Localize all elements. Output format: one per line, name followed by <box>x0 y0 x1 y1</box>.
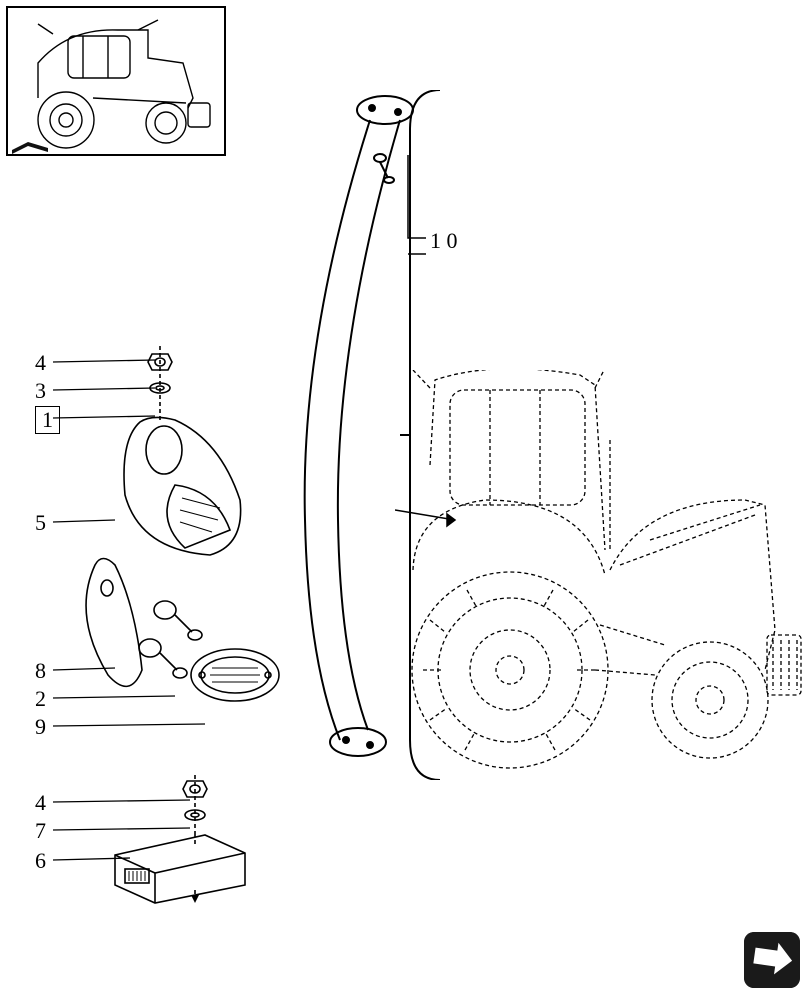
callout-label-4: 4 <box>35 350 46 376</box>
callout-label-7: 7 <box>35 818 46 844</box>
callout-label-4: 4 <box>35 790 46 816</box>
parts-cluster <box>80 340 300 740</box>
callout-label-5: 5 <box>35 510 46 536</box>
callout-label-6: 6 <box>35 848 46 874</box>
callout-label-3: 3 <box>35 378 46 404</box>
next-page-arrow-icon[interactable] <box>744 932 800 988</box>
callout-label-8: 8 <box>35 658 46 684</box>
manual-icon <box>10 128 50 154</box>
callout-label-10: 1 0 <box>430 228 458 254</box>
callout-label-9: 9 <box>35 714 46 740</box>
callout-label-1: 1 <box>35 406 60 434</box>
tractor-main-illustration <box>395 370 805 790</box>
callout-label-2: 2 <box>35 686 46 712</box>
control-module-cluster <box>95 775 265 905</box>
